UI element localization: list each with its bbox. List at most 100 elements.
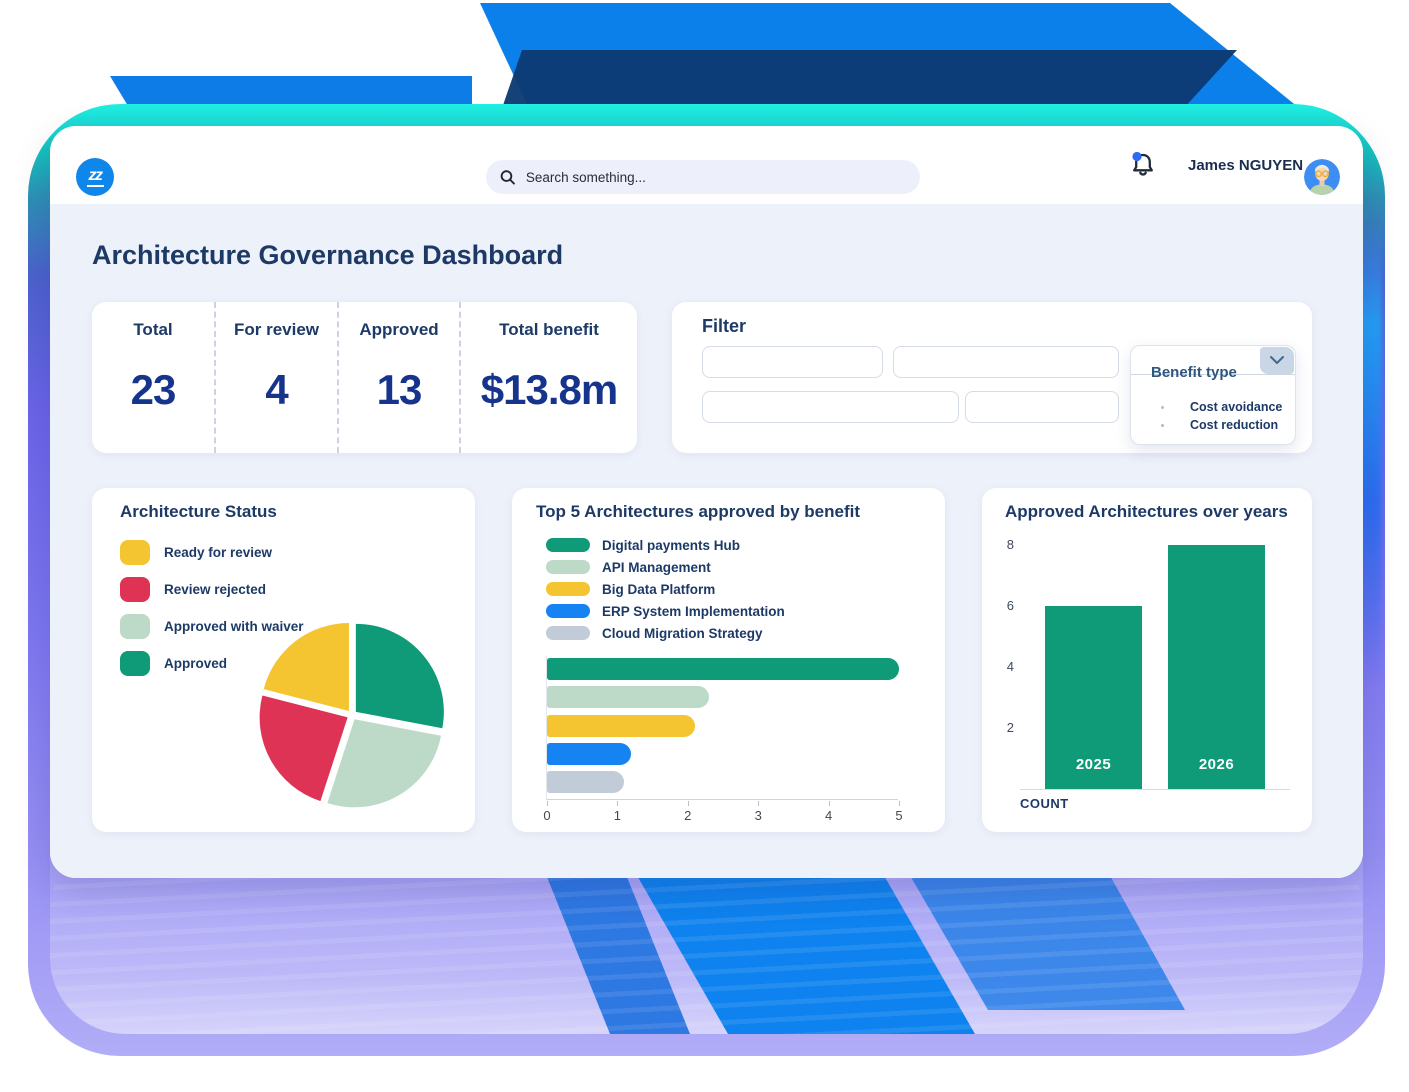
stat-for-review: For review 4	[214, 302, 337, 453]
legend-label: Review rejected	[164, 582, 267, 597]
x-tick-mark	[899, 801, 900, 806]
page-title: Architecture Governance Dashboard	[92, 240, 564, 270]
logo-text: zz	[86, 167, 104, 187]
legend-swatch	[120, 614, 150, 639]
pie-slice-approved-with-waiver	[327, 719, 441, 808]
filter-input-4[interactable]	[965, 391, 1119, 423]
x-tick-mark	[687, 801, 689, 806]
top5-legend: Digital payments Hub API Management Big Da…	[546, 534, 785, 644]
top-bar: zz James NGUYEN	[50, 126, 1363, 204]
legend-item: API Management	[546, 556, 785, 578]
stats-card: Total 23 For review 4 Approved 13 Total …	[92, 302, 637, 453]
stat-label: Approved	[359, 320, 439, 339]
chevron-down-icon[interactable]	[1260, 347, 1294, 374]
x-tick-label: 1	[613, 808, 622, 823]
legend-label: Cloud Migration Strategy	[602, 625, 763, 641]
dropdown-label: Benefit type	[1151, 364, 1237, 381]
dropdown-option-cost-avoidance[interactable]: Cost avoidance	[1131, 398, 1295, 416]
hbar-erp-system-implementation	[547, 742, 632, 765]
app-window: zz James NGUYEN	[50, 126, 1363, 878]
legend-item: Approved with waiver	[120, 608, 304, 645]
stat-label: For review	[233, 320, 320, 339]
stat-value: 4	[265, 366, 288, 413]
legend-swatch	[546, 604, 590, 618]
pie-slice-approved	[355, 623, 444, 729]
stat-label: Total	[133, 320, 173, 339]
legend-label: Big Data Platform	[602, 581, 716, 597]
legend-item: Cloud Migration Strategy	[546, 622, 785, 644]
legend-swatch	[546, 626, 590, 640]
architecture-status-card: Architecture Status Ready for review Revi…	[92, 488, 475, 832]
benefit-type-dropdown: Benefit type Cost avoidance Cost reducti…	[1130, 345, 1296, 445]
x-tick-mark	[758, 801, 760, 806]
y-tick-label: 2	[1006, 720, 1014, 735]
x-tick-label: 3	[754, 808, 762, 823]
legend-item: Digital payments Hub	[546, 534, 785, 556]
card-title: Top 5 Architectures approved by benefit	[536, 502, 861, 521]
filter-input-3[interactable]	[702, 391, 959, 423]
stat-label: Total benefit	[499, 320, 599, 339]
legend-label: Approved with waiver	[164, 619, 304, 634]
legend-label: Digital payments Hub	[602, 537, 741, 553]
x-tick-label: 2	[684, 808, 692, 823]
dropdown-option-cost-reduction[interactable]: Cost reduction	[1131, 416, 1295, 434]
user-avatar[interactable]	[1304, 159, 1340, 195]
legend-item: Review rejected	[120, 571, 304, 608]
legend-swatch	[120, 651, 150, 676]
search-bar[interactable]	[486, 160, 920, 194]
search-input[interactable]	[525, 169, 907, 185]
x-tick-mark	[617, 801, 619, 806]
stat-value: 23	[130, 366, 177, 413]
approved-years-card: Approved Architectures over years 2 4 6 8 20…	[982, 488, 1312, 832]
legend-label: Approved	[164, 656, 228, 671]
legend-label: Ready for review	[164, 545, 273, 560]
vbar-2026: 2026	[1168, 545, 1265, 789]
filter-card: Filter Benefit type Cost avoidance	[672, 302, 1312, 453]
hbar-cloud-migration-strategy	[547, 771, 625, 794]
filter-input-1[interactable]	[702, 346, 883, 378]
y-tick-label: 4	[1006, 659, 1014, 674]
stat-value: $13.8m	[480, 366, 618, 413]
legend-item: Ready for review	[120, 534, 304, 571]
x-tick-label: 4	[824, 808, 833, 823]
axis-label: COUNT	[1020, 796, 1069, 811]
legend-item: Big Data Platform	[546, 578, 785, 600]
y-tick-label: 8	[1006, 537, 1014, 552]
card-title: Architecture Status	[120, 502, 277, 521]
status-legend: Ready for review Review rejected Approved …	[120, 534, 304, 682]
legend-swatch	[546, 560, 590, 574]
legend-item: ERP System Implementation	[546, 600, 785, 622]
pie-slice-review-rejected	[259, 695, 348, 802]
legend-swatch	[120, 540, 150, 565]
legend-swatch	[546, 538, 590, 552]
y-tick-label: 6	[1006, 598, 1014, 613]
benefit-type-select[interactable]	[1131, 346, 1295, 375]
bullet-icon	[1161, 423, 1164, 427]
notification-bell-icon[interactable]	[1128, 150, 1158, 180]
legend-label: ERP System Implementation	[602, 603, 785, 619]
legend-swatch	[120, 577, 150, 602]
hbar-api-management	[547, 686, 709, 709]
bar-category-label: 2026	[1198, 756, 1235, 773]
app-logo[interactable]: zz	[76, 158, 114, 196]
stat-total: Total 23	[92, 302, 214, 453]
pie-slice-ready-for-review	[263, 623, 349, 712]
years-bar-chart: 2 4 6 8 2025 2026	[1007, 537, 1290, 790]
card-title: Approved Architectures over years	[1005, 502, 1288, 521]
legend-item: Approved	[120, 645, 304, 682]
stat-value: 13	[376, 366, 423, 413]
top5-benefit-card: Top 5 Architectures approved by benefit …	[512, 488, 945, 832]
search-icon	[500, 170, 515, 185]
bar-category-label: 2025	[1075, 756, 1112, 773]
top5-bar-chart: 0 1 2 3 4 5	[543, 656, 903, 823]
x-tick-mark	[547, 801, 548, 806]
filter-title: Filter	[702, 316, 747, 336]
x-tick-label: 0	[543, 808, 551, 823]
legend-label: API Management	[602, 559, 711, 575]
filter-input-2[interactable]	[893, 346, 1119, 378]
hbar-digital-payments-hub	[547, 658, 899, 680]
x-tick-label: 5	[895, 808, 903, 823]
vbar-2025: 2025	[1045, 606, 1142, 789]
user-name: James NGUYEN	[1188, 156, 1304, 174]
